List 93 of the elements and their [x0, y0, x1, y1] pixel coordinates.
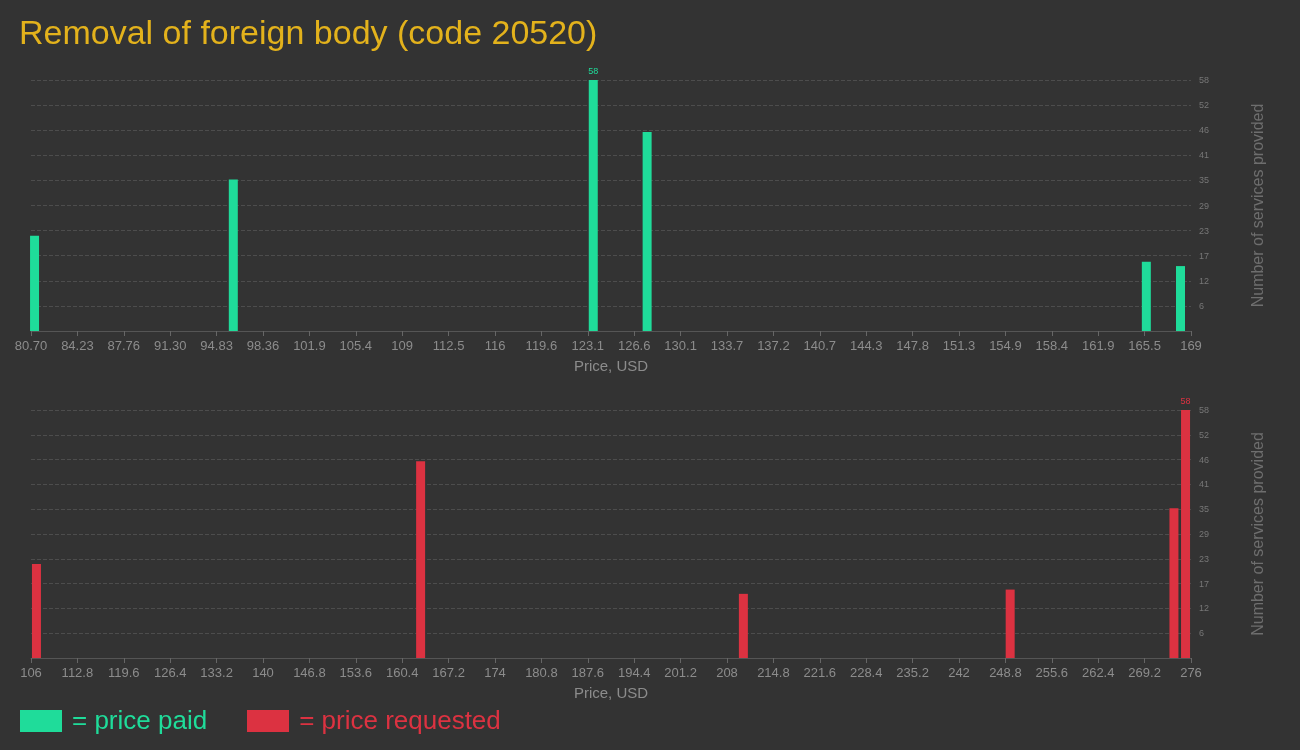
x-tick-label: 269.2 — [1128, 665, 1161, 680]
chart-title: Removal of foreign body (code 20520) — [19, 13, 598, 51]
y-tick-label: 41 — [1199, 150, 1210, 161]
x-tick-label: 133.2 — [200, 665, 233, 680]
bar — [228, 179, 238, 331]
bar — [30, 235, 40, 331]
y-axis-title: Number of services provided — [1248, 103, 1266, 308]
x-tick-label: 174 — [484, 665, 506, 680]
x-tick-label: 116 — [484, 338, 506, 353]
x-tick-label: 130.1 — [664, 338, 697, 353]
x-tick-label: 144.3 — [849, 338, 883, 353]
y-tick-label: 58 — [1199, 405, 1210, 415]
x-tick-label: 109 — [391, 338, 414, 353]
x-tick-label: 180.8 — [525, 665, 558, 680]
x-tick-label: 84.23 — [61, 338, 94, 353]
x-tick-label: 123.1 — [571, 338, 605, 353]
y-tick-label: 41 — [1199, 479, 1210, 490]
x-tick-label: 119.6 — [108, 665, 140, 680]
data-label: 58 — [1180, 395, 1191, 406]
x-tick-label: 140.7 — [803, 338, 837, 353]
x-tick-label: 91.30 — [153, 338, 187, 353]
x-tick-label: 106 — [20, 665, 42, 680]
x-tick-label: 112.8 — [61, 665, 94, 680]
bar — [1175, 266, 1185, 331]
x-tick-label: 80.70 — [14, 338, 48, 353]
y-tick-label: 17 — [1199, 250, 1210, 261]
x-tick-label: 126.6 — [617, 338, 651, 353]
x-tick-label: 119.6 — [525, 338, 558, 353]
x-tick-label: 169 — [1180, 338, 1202, 353]
x-tick-label: 101.9 — [293, 338, 326, 353]
y-tick-label: 6 — [1199, 628, 1205, 639]
x-tick-label: 228.4 — [849, 665, 883, 680]
x-axis-title: Price, USD — [573, 684, 649, 701]
bar — [1141, 261, 1151, 331]
x-tick-label: 214.8 — [757, 665, 790, 680]
bar — [642, 131, 652, 331]
bar — [738, 593, 748, 658]
x-tick-label: 208 — [716, 665, 738, 680]
x-tick-label: 262.4 — [1081, 665, 1115, 680]
x-tick-label: 153.6 — [339, 665, 373, 680]
x-tick-label: 160.4 — [385, 665, 419, 680]
x-tick-label: 133.7 — [710, 338, 744, 353]
y-tick-label: 12 — [1199, 603, 1210, 614]
bar — [588, 80, 598, 331]
y-tick-label: 52 — [1199, 100, 1210, 111]
x-tick-label: 187.6 — [571, 665, 605, 680]
bar — [1005, 589, 1015, 658]
y-tick-label: 52 — [1199, 429, 1210, 440]
y-tick-label: 29 — [1199, 529, 1210, 539]
y-tick-label: 35 — [1199, 175, 1210, 186]
legend-label: = price requested — [299, 705, 501, 736]
x-tick-label: 161.9 — [1081, 338, 1115, 353]
x-tick-label: 112.5 — [432, 338, 465, 353]
x-tick-label: 146.8 — [293, 665, 326, 680]
bar — [416, 461, 426, 658]
x-tick-label: 242 — [948, 665, 970, 680]
x-tick-label: 87.76 — [107, 338, 141, 353]
bar — [1169, 508, 1179, 658]
x-tick-label: 248.8 — [989, 665, 1022, 680]
x-tick-label: 147.8 — [896, 338, 929, 353]
x-tick-label: 154.9 — [989, 338, 1022, 353]
y-tick-label: 23 — [1199, 553, 1210, 564]
y-tick-label: 12 — [1199, 275, 1210, 286]
y-tick-label: 17 — [1199, 578, 1210, 589]
x-tick-label: 98.36 — [246, 338, 280, 353]
y-tick-label: 6 — [1199, 300, 1205, 311]
x-tick-label: 221.6 — [803, 665, 837, 680]
data-label: 58 — [588, 65, 599, 76]
x-tick-label: 201.2 — [664, 665, 697, 680]
x-tick-label: 140 — [252, 665, 274, 680]
x-tick-label: 167.2 — [432, 665, 465, 680]
x-tick-label: 151.3 — [942, 338, 976, 353]
y-tick-label: 35 — [1199, 504, 1210, 515]
y-tick-label: 46 — [1199, 125, 1210, 136]
x-tick-label: 165.5 — [1128, 338, 1161, 353]
y-tick-label: 29 — [1199, 200, 1210, 211]
y-tick-label: 58 — [1199, 75, 1210, 85]
y-tick-label: 23 — [1199, 225, 1210, 236]
x-tick-label: 276 — [1180, 665, 1202, 680]
x-tick-label: 235.2 — [896, 665, 929, 680]
y-axis-title: Number of services provided — [1248, 432, 1266, 636]
x-tick-label: 105.4 — [339, 338, 373, 353]
x-tick-label: 158.4 — [1035, 338, 1069, 353]
x-axis-title: Price, USD — [573, 357, 649, 374]
y-tick-label: 46 — [1199, 454, 1210, 465]
legend-label: = price paid — [72, 705, 208, 736]
bar — [1181, 410, 1191, 658]
x-tick-label: 194.4 — [617, 665, 651, 680]
x-tick-label: 137.2 — [757, 338, 790, 353]
x-tick-label: 94.83 — [200, 338, 233, 353]
bar — [31, 563, 41, 658]
x-tick-label: 255.6 — [1035, 665, 1069, 680]
x-tick-label: 126.4 — [153, 665, 187, 680]
